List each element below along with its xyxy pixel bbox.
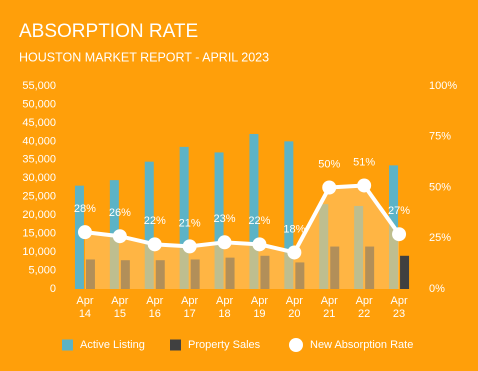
x-tick-label: Apr 18 — [215, 295, 234, 320]
line-point — [357, 178, 372, 193]
y2-tick-label: 0% — [429, 283, 445, 295]
bar — [179, 146, 189, 289]
data-label: 28% — [74, 203, 96, 215]
line-point — [217, 235, 232, 250]
x-tick-label: Apr 21 — [320, 295, 338, 320]
line-point — [392, 227, 407, 242]
chart-title: ABSORPTION RATE — [19, 21, 198, 42]
y2-tick-label: 100% — [429, 80, 457, 92]
line-point — [287, 245, 302, 260]
y-tick-label: 25,000 — [22, 191, 56, 203]
y-tick-label: 40,000 — [22, 135, 56, 147]
legend-label: Property Sales — [188, 339, 261, 351]
data-label: 27% — [388, 205, 410, 217]
x-tick-label: Apr 23 — [390, 295, 408, 320]
data-label: 18% — [283, 223, 305, 235]
data-label: 21% — [179, 217, 201, 229]
y-tick-label: 35,000 — [22, 154, 56, 166]
line-point — [322, 180, 337, 195]
bar — [144, 161, 154, 289]
y-tick-label: 50,000 — [22, 98, 56, 110]
line-point — [77, 225, 92, 240]
x-tick-label: Apr 15 — [111, 295, 129, 320]
y-tick-label: 45,000 — [22, 117, 56, 129]
x-tick-label: Apr 22 — [355, 295, 373, 320]
y2-tick-label: 25% — [429, 232, 451, 244]
bar — [400, 255, 410, 289]
bar — [284, 141, 294, 289]
data-label: 22% — [248, 215, 270, 227]
x-tick-label: Apr 19 — [250, 295, 268, 320]
legend-marker — [289, 338, 303, 352]
data-label: 22% — [144, 215, 166, 227]
line — [84, 183, 401, 255]
chart-subtitle: HOUSTON MARKET REPORT - APRIL 2023 — [19, 50, 269, 64]
y-tick-label: 15,000 — [22, 228, 56, 240]
line-point — [252, 237, 267, 252]
data-label: 51% — [353, 156, 375, 168]
x-tick-label: Apr 14 — [76, 295, 94, 320]
data-label: 23% — [214, 213, 236, 225]
bar — [214, 152, 224, 289]
x-tick-label: Apr 17 — [181, 295, 199, 320]
data-label: 50% — [318, 158, 340, 170]
legend-marker — [62, 339, 73, 351]
y-tick-label: 20,000 — [22, 209, 56, 221]
data-label: 26% — [109, 207, 131, 219]
y2-tick-label: 50% — [429, 181, 451, 193]
x-tick-label: Apr 16 — [146, 295, 164, 320]
y-tick-label: 55,000 — [22, 80, 56, 92]
y-tick-label: 10,000 — [22, 246, 56, 258]
x-tick-label: Apr 20 — [285, 295, 303, 320]
line-area — [84, 185, 400, 289]
y-tick-label: 0 — [50, 283, 56, 295]
y2-tick-label: 75% — [429, 131, 451, 143]
bar — [74, 185, 84, 289]
bar — [249, 133, 259, 289]
line-point — [182, 239, 197, 254]
y-tick-label: 5,000 — [28, 264, 56, 276]
legend-marker — [170, 339, 181, 351]
line-point — [112, 229, 127, 244]
legend-label: New Absorption Rate — [310, 339, 413, 351]
legend-label: Active Listing — [80, 339, 145, 351]
line-point — [147, 237, 162, 252]
y-tick-label: 30,000 — [22, 172, 56, 184]
